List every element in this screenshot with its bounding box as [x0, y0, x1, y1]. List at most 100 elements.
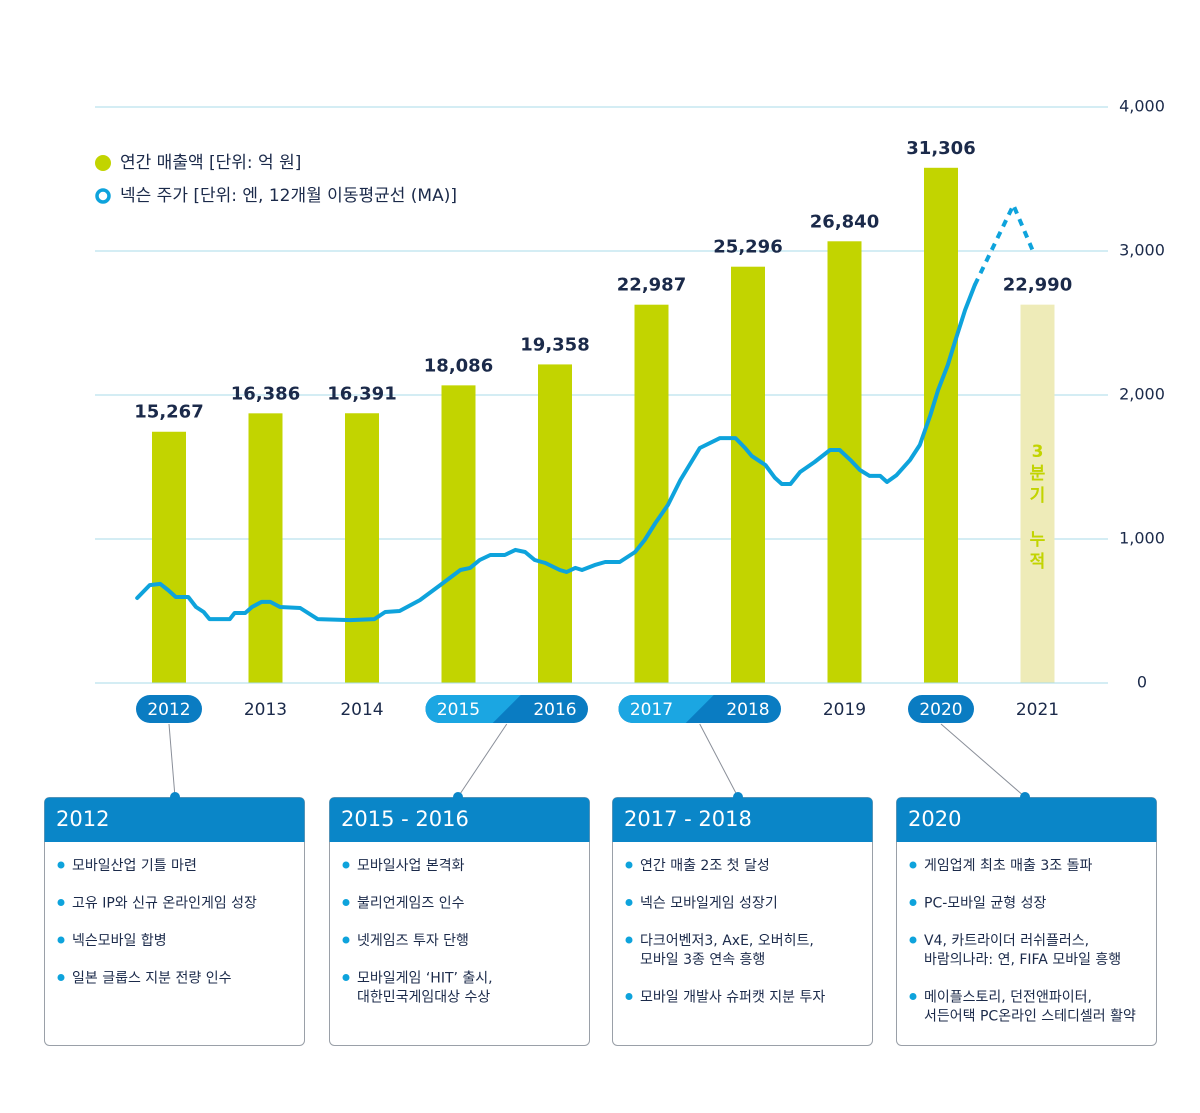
note-item: 넥슨모바일 합병 — [72, 933, 167, 949]
connector-dot — [170, 792, 180, 802]
y-tick-label: 4,000 — [1119, 97, 1165, 116]
connector-dot — [1020, 792, 1030, 802]
bullet — [625, 936, 633, 944]
bullet — [57, 936, 65, 944]
x-tick-label: 2020 — [919, 700, 962, 720]
legend-marker — [95, 155, 111, 171]
value-label: 26,840 — [810, 211, 879, 232]
note-item: 서든어택 PC온라인 스테디셀러 활약 — [924, 1009, 1136, 1025]
value-label: 18,086 — [424, 355, 493, 376]
legend-label: 넥슨 주가 [단위: 엔, 12개월 이동평균선 (MA)] — [120, 186, 457, 206]
year-pill-highlight — [425, 695, 521, 723]
note-item: 모바일산업 기틀 마련 — [72, 858, 197, 874]
y-tick-label: 1,000 — [1119, 529, 1165, 548]
bar — [1020, 304, 1055, 683]
y-tick-label: 2,000 — [1119, 385, 1165, 404]
value-label: 16,391 — [327, 383, 396, 404]
note-title: 2020 — [908, 807, 961, 831]
bullet — [57, 899, 65, 906]
connector — [940, 723, 1026, 798]
bullet — [909, 861, 917, 869]
note-title: 2015 - 2016 — [341, 807, 469, 831]
value-label: 16,386 — [231, 383, 300, 404]
projection-line — [972, 200, 1037, 286]
note-item: 모바일게임 ‘HIT’ 출시, — [357, 971, 493, 987]
note-item: 모바일 개발사 슈퍼캣 지분 투자 — [640, 990, 825, 1006]
note-item: 모바일사업 본격화 — [357, 858, 465, 874]
note-item: 메이플스토리, 던전앤파이터, — [924, 990, 1092, 1006]
y-tick-label: 0 — [1137, 673, 1147, 692]
connector — [699, 723, 739, 798]
bar — [827, 241, 862, 683]
connector — [457, 723, 508, 798]
connector-dot — [733, 792, 743, 802]
bar — [441, 385, 476, 683]
bullet — [625, 993, 633, 1000]
y-tick-label: 3,000 — [1119, 241, 1165, 260]
note-header — [612, 797, 873, 842]
connector-dot — [453, 792, 463, 802]
x-tick-label: 2019 — [823, 700, 866, 720]
note-item: 불리언게임즈 인수 — [357, 896, 465, 912]
note-item: 게임업계 최초 매출 3조 돌파 — [924, 858, 1093, 874]
bullet — [909, 899, 917, 906]
bar — [731, 266, 765, 683]
year-pill-highlight — [618, 695, 714, 723]
x-tick-label: 2013 — [244, 700, 287, 720]
note-item: V4, 카트라이더 러쉬플러스, — [924, 933, 1089, 949]
note-item: 일본 글룹스 지분 전량 인수 — [72, 971, 232, 987]
note-header — [896, 797, 1157, 842]
bullet — [57, 861, 65, 869]
note-title: 2012 — [56, 807, 109, 831]
bar — [248, 413, 283, 683]
value-label: 19,358 — [520, 334, 589, 355]
bullet — [909, 993, 917, 1000]
year-pill — [136, 695, 202, 723]
note-header — [329, 797, 590, 842]
value-label: 22,990 — [1003, 275, 1072, 296]
note-item: 고유 IP와 신규 온라인게임 성장 — [72, 896, 257, 912]
line — [135, 283, 977, 623]
value-label: 15,267 — [134, 402, 203, 423]
x-tick-label: 2017 — [630, 700, 673, 720]
x-tick-label: 2012 — [147, 700, 190, 720]
note-header — [44, 797, 305, 842]
x-tick-label: 2015 — [437, 700, 480, 720]
note-title: 2017 - 2018 — [624, 807, 752, 831]
year-pill — [908, 695, 974, 723]
bullet — [57, 974, 65, 981]
note-item: 넷게임즈 투자 단행 — [357, 933, 469, 949]
bar — [924, 167, 958, 684]
bar — [538, 364, 572, 683]
value-label: 31,306 — [906, 138, 975, 159]
x-tick-label: 2021 — [1016, 700, 1059, 720]
bar — [152, 431, 186, 683]
bullet — [342, 974, 350, 981]
x-tick-label: 2016 — [533, 700, 576, 720]
bullet — [342, 861, 350, 869]
value-label: 25,296 — [713, 237, 782, 258]
note-item: 모바일 3종 연속 흥행 — [640, 952, 765, 968]
note-item: 연간 매출 2조 첫 달성 — [640, 858, 770, 874]
bar — [345, 413, 379, 683]
bullet — [342, 899, 350, 906]
legend-marker — [95, 188, 111, 204]
note-item: 바람의나라: 연, FIFA 모바일 흥행 — [924, 952, 1121, 968]
value-label: 22,987 — [617, 275, 686, 296]
bullet — [342, 936, 350, 944]
note-item: PC-모바일 균형 성장 — [924, 896, 1046, 912]
note-item: 넥슨 모바일게임 성장기 — [640, 896, 778, 912]
bullet — [625, 861, 633, 869]
bullet — [909, 936, 917, 944]
note-item: 다크어벤저3, AxE, 오버히트, — [640, 933, 814, 949]
note-item: 대한민국게임대상 수상 — [357, 990, 490, 1006]
bullet — [625, 899, 633, 906]
connector — [168, 723, 176, 798]
x-tick-label: 2018 — [726, 700, 769, 720]
bar — [634, 304, 669, 683]
legend-label: 연간 매출액 [단위: 억 원] — [120, 153, 301, 173]
x-tick-label: 2014 — [340, 700, 383, 720]
